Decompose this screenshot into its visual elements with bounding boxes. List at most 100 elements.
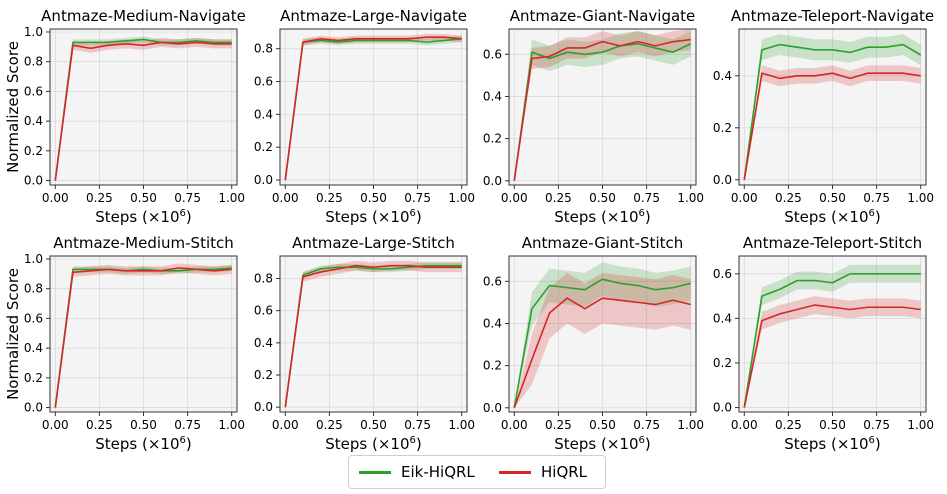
y-tick-label: 0.0 <box>24 401 43 415</box>
x-tick-label: 0.75 <box>404 191 431 205</box>
y-tick-label: 0.4 <box>254 107 273 121</box>
y-tick-label: 0.4 <box>254 336 273 350</box>
y-tick-label: 0.4 <box>483 316 502 330</box>
x-tick-label: 1.00 <box>677 418 704 432</box>
y-tick-label: 0.4 <box>713 311 732 325</box>
y-axis-label: Normalized Score <box>4 268 22 400</box>
series-line-hiqrl <box>743 304 921 408</box>
y-tick-label: 0.0 <box>254 173 273 187</box>
y-tick-label: 0.2 <box>713 356 732 370</box>
y-tick-label: 0.0 <box>483 174 502 188</box>
series-line-hiqrl <box>743 72 921 180</box>
x-tick-label: 0.25 <box>316 191 343 205</box>
x-axis-label: Steps (×106) <box>95 435 191 453</box>
x-tick-label: 1.00 <box>907 191 934 205</box>
confidence-band-eik-hiqrl <box>744 34 921 180</box>
panel-3: 0.00 0.25 0.50 0.75 1.00 0.0 0.2 0.4 0.6 Antmaze-… <box>483 7 704 226</box>
x-tick-label: 0.25 <box>775 418 802 432</box>
y-tick-label: 0.6 <box>254 304 273 318</box>
y-tick-label: 0.4 <box>24 114 43 128</box>
x-tick-label: 0.75 <box>174 418 201 432</box>
panel-title: Antmaze-Large-Stitch <box>292 234 455 252</box>
panel-title: Antmaze-Giant-Stitch <box>522 234 684 252</box>
confidence-band-hiqrl <box>514 29 691 181</box>
x-axis-label: Steps (×106) <box>784 208 880 226</box>
legend-swatch-eik-hiqrl <box>359 470 391 474</box>
y-tick-label: 0.2 <box>483 132 502 146</box>
series-line-hiqrl <box>284 264 462 408</box>
confidence-band-hiqrl <box>514 272 691 408</box>
series-line-hiqrl <box>513 297 691 409</box>
y-tick-label: 1.0 <box>24 252 43 266</box>
panel-6: 0.00 0.25 0.50 0.75 1.00 0.0 0.2 0.4 0.6 0.8 Antma… <box>254 234 475 453</box>
y-tick-label: 0.6 <box>24 311 43 325</box>
series-line-eik-hiqrl <box>284 38 462 181</box>
x-tick-label: 0.50 <box>589 418 616 432</box>
y-tick-label: 0.2 <box>713 121 732 135</box>
x-tick-label: 0.75 <box>863 418 890 432</box>
x-tick-label: 1.00 <box>677 191 704 205</box>
x-tick-label: 0.50 <box>130 191 157 205</box>
x-tick-label: 0.25 <box>86 418 113 432</box>
y-axis-label: Normalized Score <box>4 41 22 173</box>
panel-8: 0.00 0.25 0.50 0.75 1.00 0.0 0.2 0.4 0.6 Antmaze-… <box>713 234 934 453</box>
x-tick-label: 0.25 <box>545 191 572 205</box>
x-axis-label: Steps (×106) <box>784 435 880 453</box>
confidence-band-eik-hiqrl <box>744 264 921 408</box>
x-tick-label: 0.00 <box>272 418 299 432</box>
x-tick-label: 0.75 <box>863 191 890 205</box>
y-tick-label: 0.4 <box>24 341 43 355</box>
series-line-hiqrl <box>54 41 232 181</box>
x-axis-label: Steps (×106) <box>554 208 650 226</box>
y-tick-label: 0.6 <box>254 75 273 89</box>
y-tick-label: 0.2 <box>24 371 43 385</box>
x-tick-label: 0.00 <box>501 191 528 205</box>
x-tick-label: 0.50 <box>360 191 387 205</box>
y-tick-label: 0.8 <box>254 272 273 286</box>
x-axis-label: Steps (×106) <box>325 435 421 453</box>
y-tick-label: 0.4 <box>483 89 502 103</box>
y-tick-label: 0.6 <box>483 47 502 61</box>
y-tick-label: 0.6 <box>24 84 43 98</box>
y-tick-label: 0.6 <box>713 267 732 281</box>
x-tick-label: 0.00 <box>42 418 69 432</box>
legend-label: Eik-HiQRL <box>401 463 475 481</box>
x-tick-label: 0.00 <box>272 191 299 205</box>
legend-label: HiQRL <box>541 463 588 481</box>
panel-5: 0.00 0.25 0.50 0.75 1.00 0.0 0.2 0.4 0.6 0.8 1.0 An… <box>4 234 245 453</box>
x-tick-label: 0.00 <box>501 418 528 432</box>
y-tick-label: 0.2 <box>254 140 273 154</box>
y-tick-label: 0.0 <box>483 401 502 415</box>
x-tick-label: 0.25 <box>86 191 113 205</box>
legend-item-hiqrl: HiQRL <box>499 463 587 481</box>
x-tick-label: 0.50 <box>130 418 157 432</box>
x-tick-label: 0.25 <box>316 418 343 432</box>
series-line-eik-hiqrl <box>743 273 921 408</box>
y-tick-label: 0.8 <box>254 42 273 56</box>
legend-swatch-hiqrl <box>499 470 531 474</box>
panel-4: 0.00 0.25 0.50 0.75 1.00 0.0 0.2 0.4 Antmaze-Tel… <box>713 7 934 226</box>
y-tick-label: 0.0 <box>24 174 43 188</box>
panel-title: Antmaze-Large-Navigate <box>280 7 467 25</box>
x-tick-label: 0.00 <box>42 191 69 205</box>
x-tick-label: 0.25 <box>545 418 572 432</box>
x-tick-label: 0.50 <box>360 418 387 432</box>
series-line-hiqrl <box>54 267 232 408</box>
x-tick-label: 1.00 <box>907 418 934 432</box>
x-axis-label: Steps (×106) <box>95 208 191 226</box>
series-line-eik-hiqrl <box>284 264 462 408</box>
x-tick-label: 0.00 <box>731 191 758 205</box>
y-tick-label: 0.4 <box>713 69 732 83</box>
x-axis-label: Steps (×106) <box>554 435 650 453</box>
x-tick-label: 1.00 <box>448 418 475 432</box>
x-tick-label: 0.50 <box>819 191 846 205</box>
panel-title: Antmaze-Medium-Stitch <box>53 234 234 252</box>
y-tick-label: 0.8 <box>24 55 43 69</box>
series-line-hiqrl <box>284 36 462 181</box>
x-tick-label: 1.00 <box>448 191 475 205</box>
x-tick-label: 0.25 <box>775 191 802 205</box>
y-tick-label: 0.0 <box>713 401 732 415</box>
panel-2: 0.00 0.25 0.50 0.75 1.00 0.0 0.2 0.4 0.6 0.8 Antma… <box>254 7 475 226</box>
panel-7: 0.00 0.25 0.50 0.75 1.00 0.0 0.2 0.4 0.6 Antmaze-… <box>483 234 704 453</box>
